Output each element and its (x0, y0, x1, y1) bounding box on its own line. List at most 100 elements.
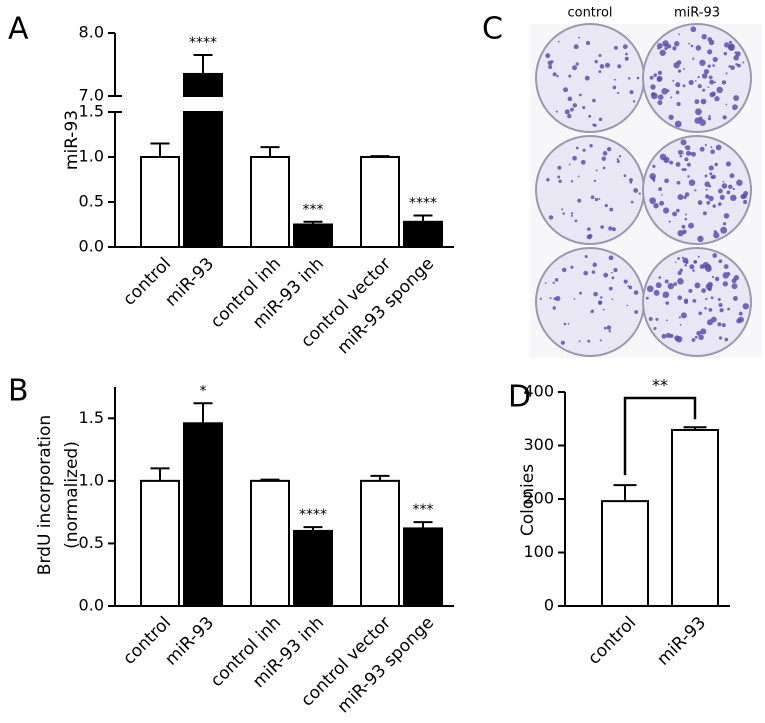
colony (664, 279, 669, 284)
colony (697, 75, 700, 79)
colony (694, 282, 701, 289)
colony (557, 40, 560, 43)
significance: *** (413, 502, 434, 518)
y-tick-label: 400 (523, 382, 554, 401)
colony (722, 281, 729, 287)
colony (677, 270, 682, 276)
colony (699, 146, 705, 152)
colony (674, 261, 677, 264)
colony (735, 63, 738, 66)
colony (675, 82, 681, 88)
y-tick-label: 100 (523, 542, 554, 561)
colony (611, 276, 615, 280)
colony (664, 178, 669, 184)
colony (578, 340, 581, 343)
colony (582, 148, 586, 152)
colony (697, 255, 700, 258)
colony (539, 297, 542, 300)
bar (360, 156, 400, 248)
colony (552, 306, 556, 310)
colony (691, 338, 696, 342)
colony (677, 150, 683, 155)
colony (686, 162, 691, 167)
colony (613, 78, 616, 81)
colony (684, 157, 689, 162)
colony (602, 151, 608, 156)
colony (587, 339, 591, 343)
colony (724, 337, 729, 342)
bar (250, 156, 290, 248)
colony (611, 298, 614, 301)
colony (655, 282, 662, 289)
colony (666, 89, 670, 92)
colony (725, 72, 728, 75)
colony (633, 188, 639, 193)
y-axis-label: Colonies (518, 464, 538, 536)
colony (677, 194, 684, 201)
colony (697, 235, 704, 243)
colony (655, 317, 659, 321)
colony (555, 296, 561, 302)
colony (664, 160, 667, 163)
colony (682, 257, 689, 264)
colony (660, 193, 663, 196)
colony (712, 56, 718, 63)
plate (642, 23, 752, 133)
colony (657, 43, 663, 49)
colony (730, 194, 737, 202)
colony (657, 94, 664, 100)
colony (593, 179, 597, 183)
colony (665, 158, 668, 161)
colony (600, 225, 604, 229)
bar (293, 529, 333, 608)
colony (544, 282, 547, 284)
colony (598, 54, 602, 58)
colony (600, 296, 603, 299)
colony (705, 188, 708, 191)
colony (683, 67, 685, 70)
y-tick-label: 1.5 (79, 102, 104, 121)
colony (586, 41, 591, 46)
y-tick-label: 0.0 (79, 596, 104, 615)
colony (568, 163, 571, 166)
colony (661, 333, 667, 339)
colony (711, 275, 715, 279)
colony (685, 150, 691, 156)
colony (649, 197, 656, 205)
colony (702, 88, 706, 92)
colony (679, 268, 683, 272)
colony (573, 44, 579, 50)
colony (729, 273, 731, 276)
colony (672, 211, 678, 217)
column-label: control (567, 6, 612, 21)
colony (561, 208, 564, 211)
colony (676, 60, 682, 65)
colony (587, 227, 591, 231)
x-tick-label: control (584, 613, 640, 669)
colony (687, 175, 690, 178)
colony (702, 261, 710, 269)
colony (700, 98, 707, 105)
colony (679, 154, 683, 158)
colony (709, 172, 713, 176)
colony (632, 100, 636, 103)
bar (360, 479, 400, 608)
colony (626, 304, 629, 307)
bar (140, 479, 180, 608)
colony (594, 59, 598, 64)
colony (668, 220, 671, 223)
colony (727, 307, 730, 311)
colony (667, 283, 674, 290)
colony (570, 214, 573, 217)
colony (656, 76, 663, 82)
colony (653, 73, 658, 77)
colony (601, 156, 606, 161)
y-tick-label: 0.5 (79, 533, 104, 552)
colony (708, 195, 714, 202)
bar (403, 220, 443, 249)
colony (609, 207, 614, 212)
colony (733, 54, 739, 61)
colony (657, 100, 663, 106)
colony (653, 289, 660, 296)
